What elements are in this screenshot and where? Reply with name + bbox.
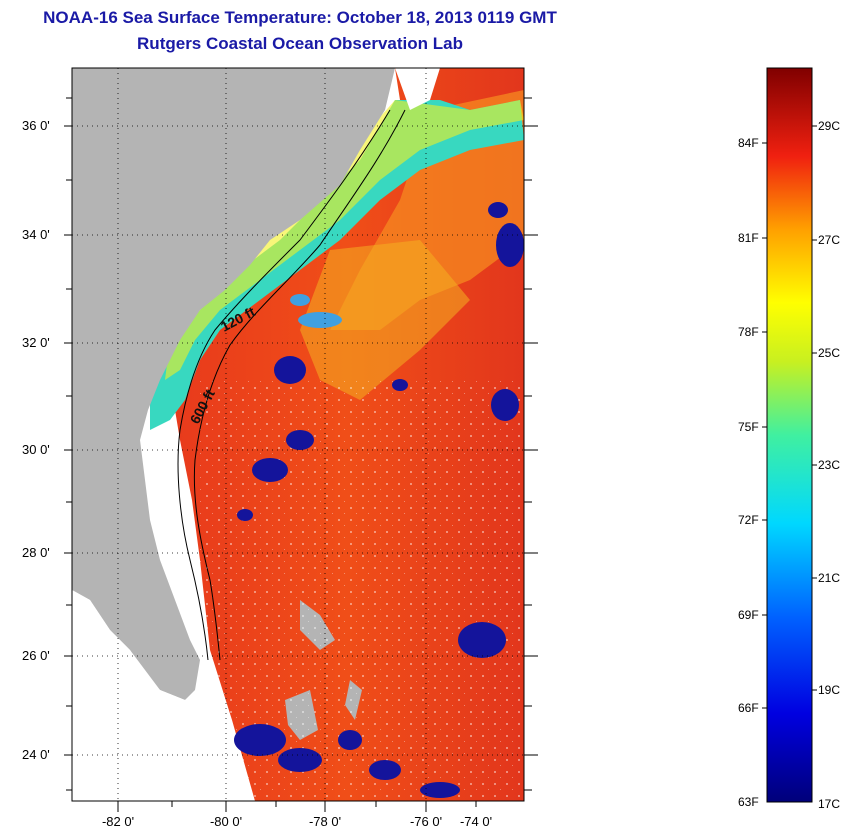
map-frame bbox=[71, 67, 525, 802]
colorbar-f-66: 66F bbox=[738, 701, 759, 715]
graticule bbox=[72, 68, 524, 801]
lat-label-30: 30 0' bbox=[22, 442, 50, 457]
colorbar-c-19: 19C bbox=[818, 683, 841, 697]
lon-label-74: -74 0' bbox=[459, 814, 493, 829]
land-mainland bbox=[72, 68, 395, 700]
coastal-cool-band bbox=[150, 100, 524, 430]
lon-label-76: -76 0' bbox=[409, 814, 443, 829]
colorbar-f-81: 81F bbox=[738, 231, 759, 245]
lat-label-26: 26 0' bbox=[22, 648, 50, 663]
map-title: NOAA-16 Sea Surface Temperature: October… bbox=[43, 8, 557, 27]
lon-label-78: -78 0' bbox=[308, 814, 342, 829]
colorbar-f-63: 63F bbox=[738, 795, 759, 809]
yellow-band bbox=[300, 240, 470, 400]
colorbar-f-75: 75F bbox=[738, 420, 759, 434]
colorbar-f-69: 69F bbox=[738, 608, 759, 622]
colorbar-f-78: 78F bbox=[738, 325, 759, 339]
colorbar-c-23: 23C bbox=[818, 458, 841, 472]
colorbar-c-29: 29C bbox=[818, 119, 841, 133]
lat-label-34: 34 0' bbox=[22, 227, 50, 242]
contour-600ft bbox=[193, 109, 406, 661]
colorbar-c-17: 17C bbox=[818, 797, 841, 811]
colorbar-f-72: 72F bbox=[738, 513, 759, 527]
cloud-mask bbox=[234, 202, 524, 798]
contour-120ft bbox=[177, 109, 391, 661]
lat-label-24: 24 0' bbox=[22, 747, 50, 762]
lon-label-80: -80 0' bbox=[209, 814, 243, 829]
map-panel bbox=[72, 68, 524, 801]
colorbar-ticks bbox=[762, 125, 817, 709]
colorbar-c-27: 27C bbox=[818, 233, 841, 247]
lat-label-36: 36 0' bbox=[22, 118, 50, 133]
lat-label-32: 32 0' bbox=[22, 335, 50, 350]
colorbar bbox=[766, 67, 813, 803]
colorbar-c-25: 25C bbox=[818, 346, 841, 360]
axis-ticks bbox=[64, 97, 538, 812]
colorbar-f-84: 84F bbox=[738, 136, 759, 150]
map-subtitle: Rutgers Coastal Ocean Observation Lab bbox=[137, 34, 463, 53]
colorbar-c-21: 21C bbox=[818, 571, 841, 585]
lon-label-82: -82 0' bbox=[101, 814, 135, 829]
lat-label-28: 28 0' bbox=[22, 545, 50, 560]
